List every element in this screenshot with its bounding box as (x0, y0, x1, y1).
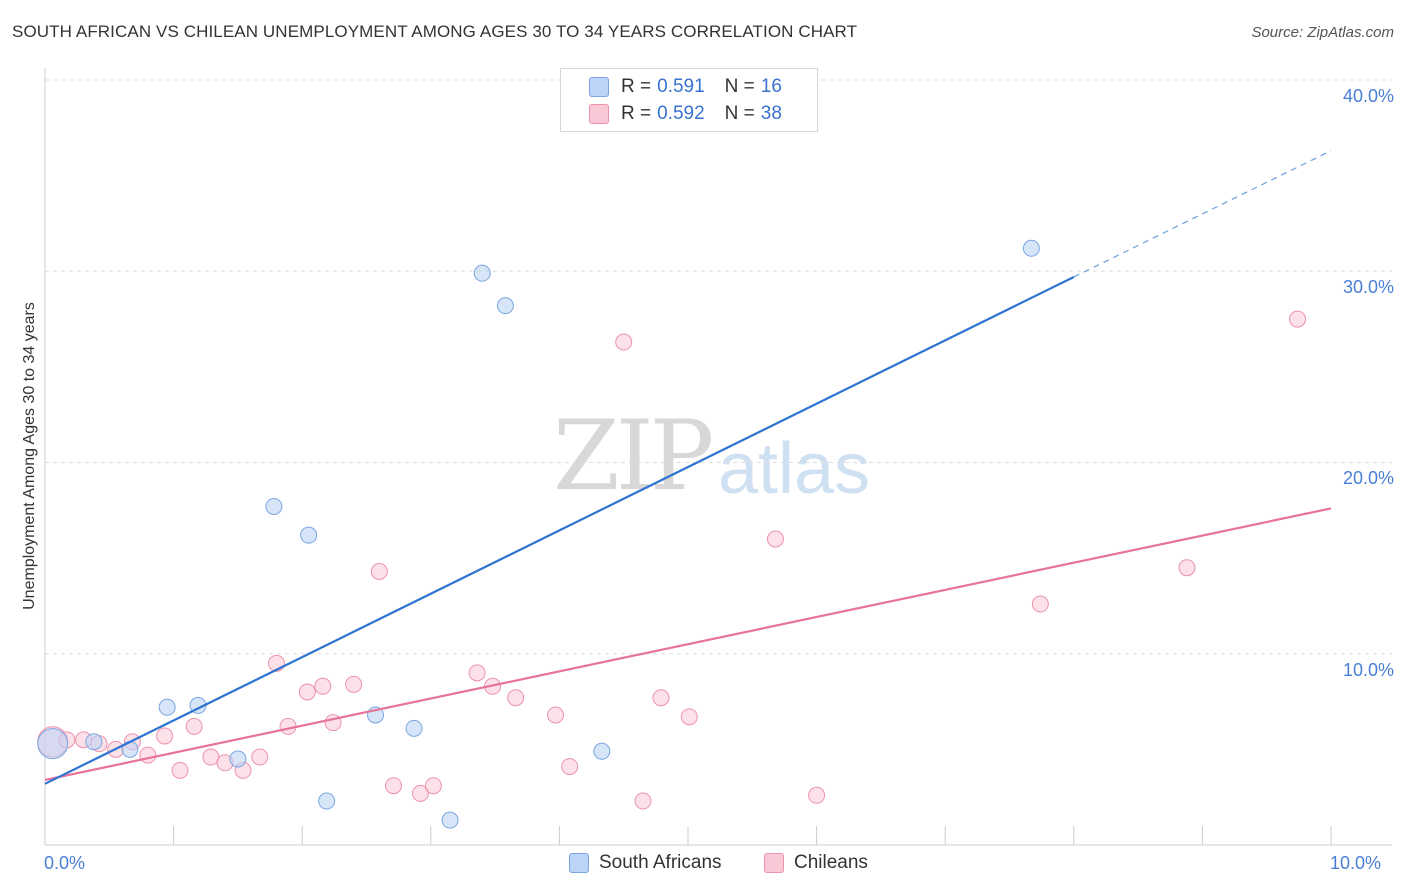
chileans-point (185, 717, 203, 735)
bottom-legend-label-chileans: Chileans (794, 852, 868, 873)
chileans-point (370, 563, 388, 581)
legend: R = 0.591 N = 16 R = 0.592 N = 38 (560, 68, 818, 132)
chileans-point (171, 761, 189, 779)
legend-n-value-chileans: 38 (760, 103, 782, 124)
south-africans-point (158, 698, 176, 716)
chileans-point (652, 689, 670, 707)
bottom-legend-swatch-south-africans (569, 853, 589, 873)
chart-title: SOUTH AFRICAN VS CHILEAN UNEMPLOYMENT AM… (12, 22, 858, 41)
bottom-legend-chileans: Chileans (764, 852, 868, 874)
south-africans-point (496, 297, 514, 315)
legend-swatch-south-africans (589, 77, 609, 97)
chileans-point (615, 333, 633, 351)
chileans-point (547, 706, 565, 724)
chileans-point (139, 746, 157, 764)
chileans-point (561, 758, 579, 776)
south-africans-point (85, 733, 103, 751)
south-africans-point (473, 264, 491, 282)
legend-row-chileans: R = 0.592 N = 38 (589, 102, 782, 126)
bottom-legend-swatch-chileans (764, 853, 784, 873)
watermark-atlas: atlas (718, 429, 871, 509)
legend-n-value-south-africans: 16 (760, 76, 782, 97)
chileans-point (766, 530, 784, 548)
y-tick-label-20: 20.0% (1342, 468, 1394, 488)
chileans-point (680, 708, 698, 726)
south-africans-point (593, 742, 611, 760)
south-africans-point (265, 497, 283, 515)
chileans-point (156, 727, 174, 745)
chileans-point (507, 689, 525, 707)
south-africans-point (229, 750, 247, 768)
x-tick-label-max: 10.0% (1330, 853, 1382, 873)
legend-r-value-chileans: 0.592 (657, 103, 705, 124)
legend-row-south-africans: R = 0.591 N = 16 (589, 75, 782, 99)
chileans-point (202, 748, 220, 766)
x-tick-label-min: 0.0% (44, 853, 86, 873)
chileans-point (424, 777, 442, 795)
legend-n-label: N = (724, 103, 755, 124)
chileans-point (634, 792, 652, 810)
legend-swatch-chileans (589, 104, 609, 124)
chileans-point (345, 675, 363, 693)
south-africans-trend-extension (1073, 150, 1332, 278)
chileans-point (1289, 310, 1307, 328)
y-tick-label-30: 30.0% (1342, 277, 1394, 297)
south-africans-point (405, 719, 423, 737)
chileans-point (412, 784, 430, 802)
chileans-point (1031, 595, 1049, 613)
south-africans-point (1022, 239, 1040, 257)
legend-r-label: R = (621, 76, 652, 97)
legend-r-label: R = (621, 103, 652, 124)
chileans-point (298, 683, 316, 701)
south-africans-point (300, 526, 318, 544)
y-axis-label: Unemployment Among Ages 30 to 34 years (21, 302, 38, 610)
legend-n-label: N = (724, 76, 755, 97)
chileans-point (468, 664, 486, 682)
south-africans-point (441, 811, 459, 829)
south-africans-point (37, 728, 69, 760)
bottom-legend-south-africans: South Africans (569, 852, 722, 874)
bottom-legend-label-south-africans: South Africans (599, 852, 722, 873)
chileans-point (808, 786, 826, 804)
chileans-trend-line (44, 507, 1332, 782)
chileans-point (251, 748, 269, 766)
y-tick-label-40: 40.0% (1342, 86, 1394, 106)
chileans-point (385, 777, 403, 795)
south-africans-point (318, 792, 336, 810)
chileans-point (314, 677, 332, 695)
y-tick-label-10: 10.0% (1342, 660, 1394, 680)
south-africans-trend-line (44, 276, 1075, 785)
chileans-point (1178, 559, 1196, 577)
legend-r-value-south-africans: 0.591 (657, 76, 705, 97)
source-label: Source: ZipAtlas.com (1251, 24, 1394, 41)
